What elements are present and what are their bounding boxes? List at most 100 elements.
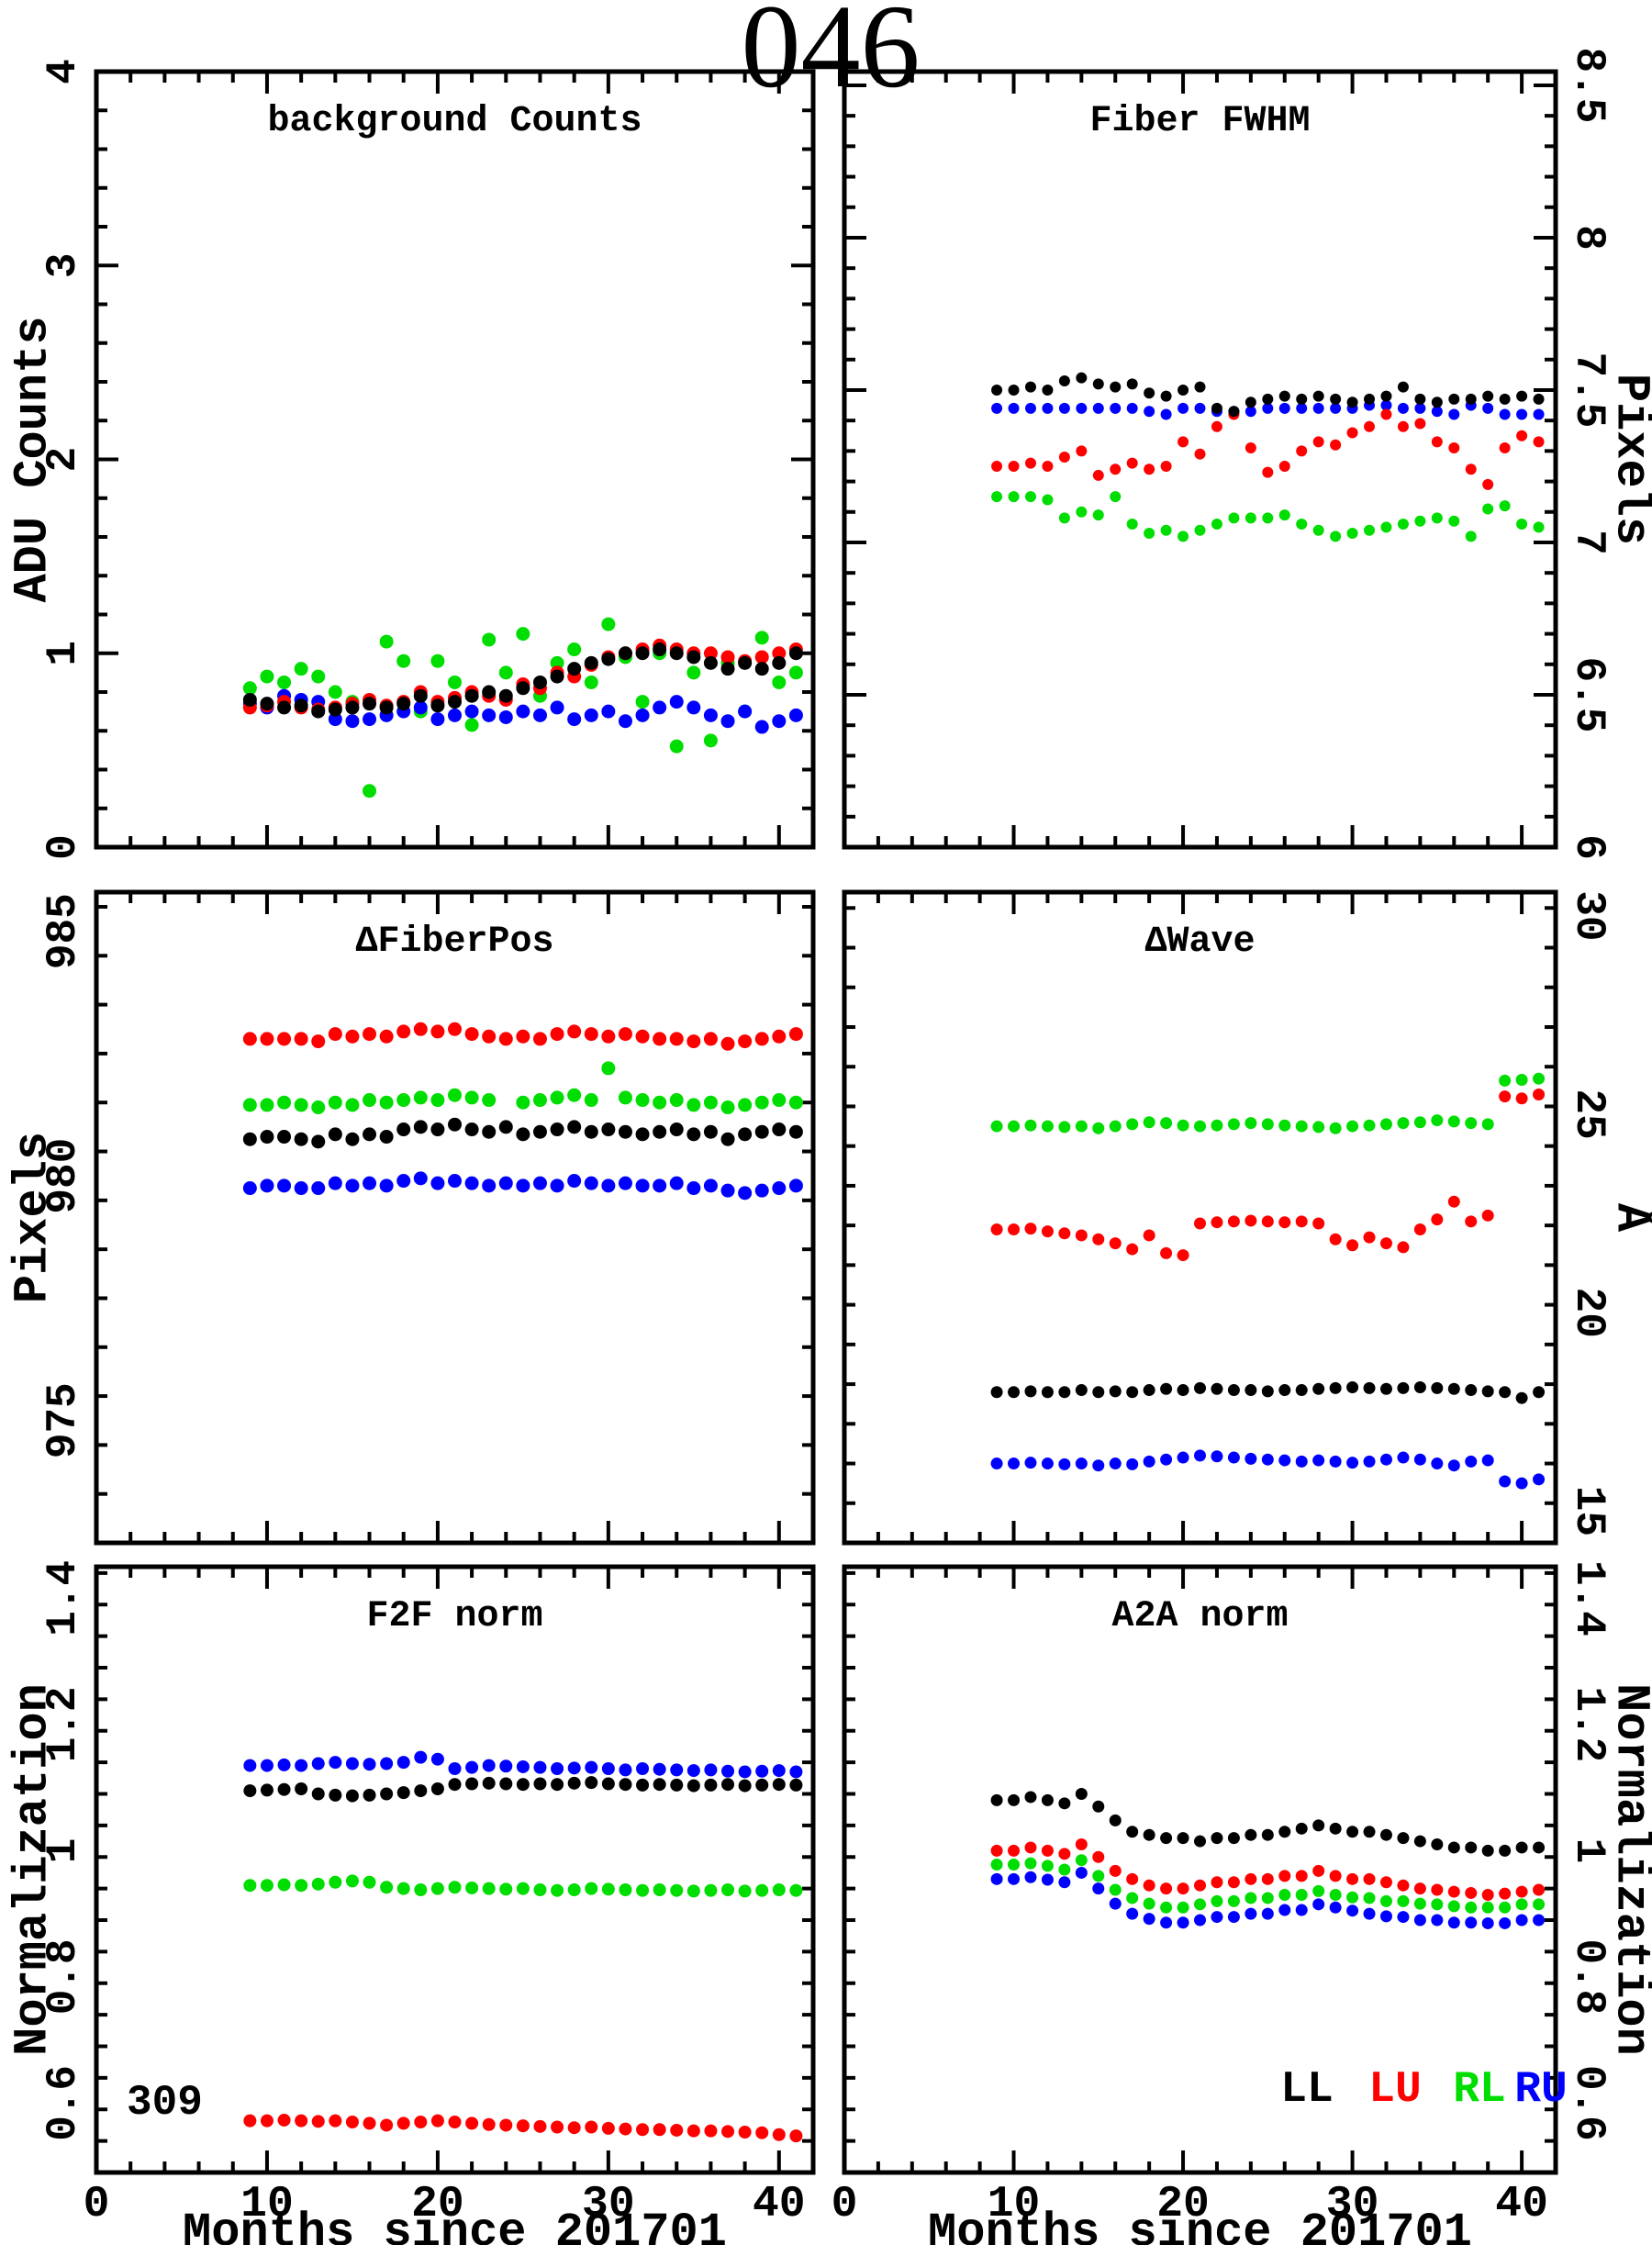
data-point [1397, 1117, 1410, 1130]
data-point [1533, 1473, 1546, 1486]
data-point [738, 1127, 753, 1142]
data-point [1278, 1454, 1291, 1467]
data-point [1413, 1897, 1426, 1910]
data-point [703, 708, 718, 722]
data-point [1364, 420, 1376, 432]
data-point [1177, 1832, 1189, 1845]
data-point [1380, 521, 1392, 533]
data-point [1110, 402, 1122, 414]
data-point [1075, 1384, 1088, 1397]
panel-delta-fiberpos: ΔFiberPos 975 980 985 Pixels [6, 889, 816, 1546]
data-point [329, 2114, 342, 2128]
data-point [414, 1750, 428, 1764]
data-point [1363, 1381, 1376, 1394]
data-point [1092, 1122, 1105, 1134]
data-point [516, 1778, 530, 1792]
data-point [1380, 399, 1392, 411]
plot-frame [94, 889, 816, 1546]
data-point [1312, 1217, 1325, 1230]
data-point [618, 1027, 632, 1042]
data-point [738, 655, 753, 670]
series-RL [242, 617, 803, 799]
data-point [396, 1093, 411, 1108]
data-point [635, 1029, 650, 1044]
data-point [1109, 1883, 1122, 1896]
data-point [1058, 1848, 1071, 1860]
data-point [584, 1124, 598, 1139]
axis-ticks [96, 72, 813, 847]
legend-item: RL [1453, 2065, 1506, 2115]
data-point [772, 1764, 786, 1778]
plot-frame [842, 1564, 1558, 2175]
data-point [1126, 1458, 1139, 1470]
data-point [430, 1122, 445, 1137]
data-point [1008, 1793, 1021, 1806]
data-point [550, 655, 564, 670]
data-point [1413, 1116, 1426, 1129]
data-point [1262, 466, 1274, 478]
y-tick-label: 0.6 [1565, 2065, 1613, 2141]
data-point [379, 634, 394, 649]
data-point [1312, 524, 1324, 536]
data-point [686, 700, 701, 715]
data-point [1194, 1120, 1206, 1133]
plot-frame [842, 69, 1558, 850]
data-point [311, 1134, 326, 1149]
data-point [1312, 1898, 1325, 1911]
data-point [430, 1782, 444, 1795]
data-point [1499, 1074, 1512, 1087]
data-point [328, 685, 342, 699]
data-point [1058, 512, 1070, 524]
data-point [328, 712, 342, 727]
axis-ticks [844, 72, 1556, 847]
data-point [618, 1124, 632, 1139]
data-point [1109, 1864, 1122, 1877]
data-point [755, 1883, 769, 1897]
data-point [1533, 436, 1545, 448]
data-point [1109, 1814, 1122, 1826]
data-point [1329, 1122, 1342, 1134]
data-point [311, 2115, 325, 2128]
data-point [482, 708, 497, 722]
data-point [1447, 1916, 1460, 1929]
data-point [1092, 1882, 1105, 1895]
data-point [532, 708, 547, 722]
y-tick-label: 4 [39, 59, 87, 84]
data-point [788, 1027, 803, 1042]
data-point [1278, 1216, 1291, 1229]
data-point [1092, 402, 1104, 414]
data-point [1126, 1892, 1139, 1904]
data-point [1092, 1459, 1105, 1472]
data-point [1178, 402, 1189, 414]
data-point [686, 1034, 701, 1049]
data-point [243, 1879, 257, 1893]
data-point [772, 714, 787, 729]
data-point [754, 720, 769, 734]
data-point [345, 700, 360, 715]
data-point [498, 1120, 513, 1134]
data-point [1245, 1828, 1257, 1841]
data-point [1515, 1841, 1528, 1854]
y-tick-label: 975 [39, 1382, 87, 1458]
data-point [1499, 500, 1511, 512]
data-point [1143, 1897, 1155, 1910]
data-point [1465, 1841, 1478, 1854]
data-point [1058, 1876, 1071, 1889]
data-point [1024, 1791, 1037, 1804]
data-point [703, 1032, 718, 1046]
data-point [1227, 1118, 1240, 1131]
data-point [635, 695, 650, 709]
data-point [584, 1176, 598, 1190]
data-point [430, 1093, 445, 1108]
data-point [1075, 1120, 1088, 1133]
data-point [1296, 402, 1308, 414]
data-point [618, 646, 632, 661]
data-point [636, 1762, 650, 1775]
axis-ticks [844, 1567, 1556, 2172]
data-point [413, 1022, 428, 1036]
data-point [499, 1777, 513, 1791]
data-point [1499, 393, 1511, 405]
data-point [532, 1093, 547, 1108]
data-point [379, 1130, 394, 1145]
plot-frame [94, 1564, 816, 2175]
